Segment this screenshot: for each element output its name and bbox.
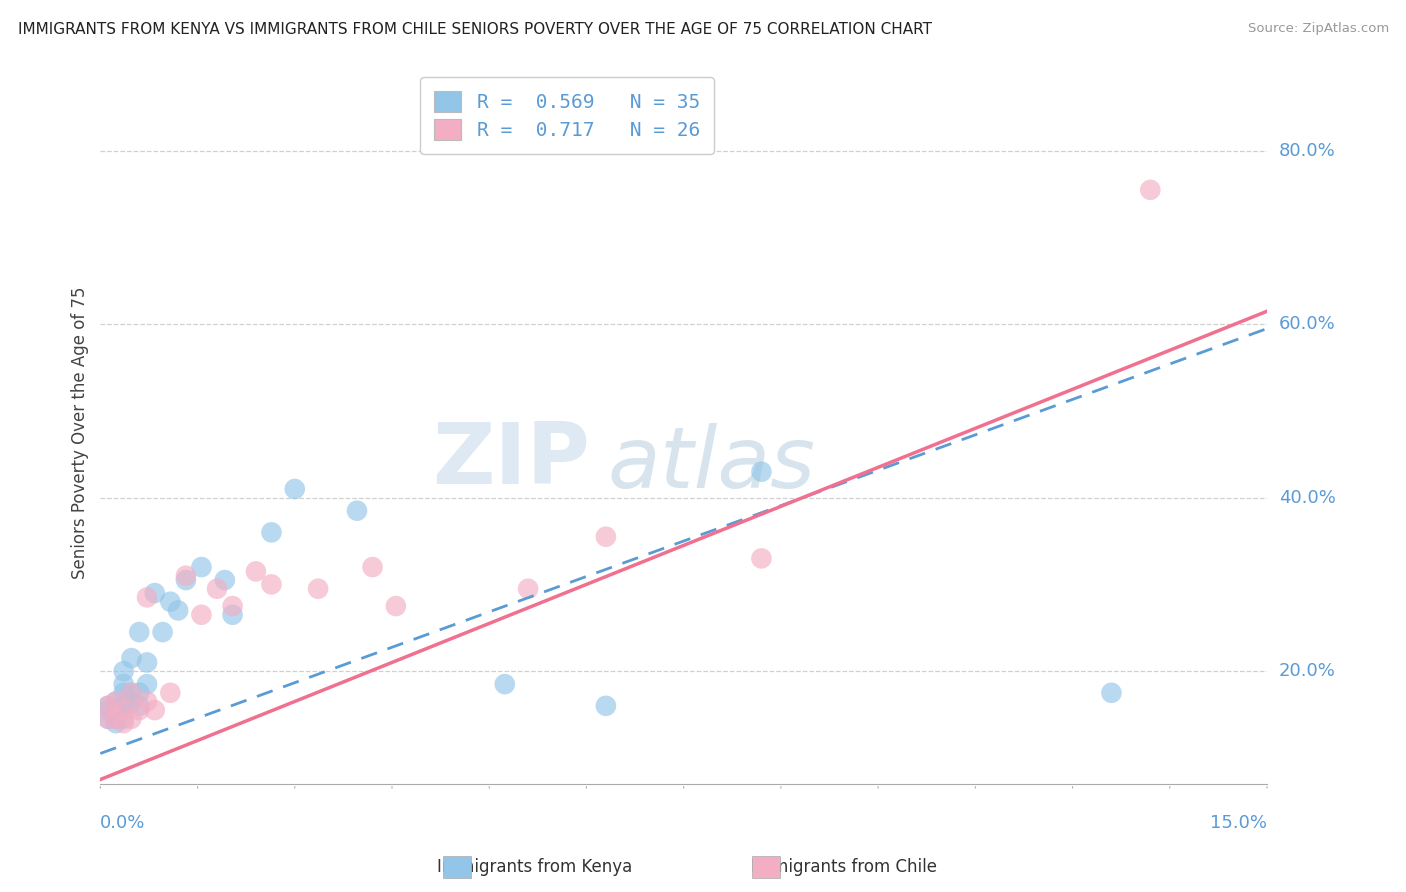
Point [307, 582, 329, 596]
Point [112, 703, 135, 717]
Text: 40.0%: 40.0% [1278, 489, 1336, 507]
Point [128, 625, 150, 640]
Point [97, 703, 120, 717]
Point [143, 703, 166, 717]
Text: 60.0%: 60.0% [1278, 315, 1336, 334]
Text: Source: ZipAtlas.com: Source: ZipAtlas.com [1249, 22, 1389, 36]
Point [121, 694, 143, 708]
Point [517, 582, 540, 596]
Point [128, 686, 150, 700]
Point [136, 656, 159, 670]
Point [167, 603, 190, 617]
Point [190, 607, 212, 622]
Point [112, 686, 135, 700]
Point [121, 712, 143, 726]
Point [260, 577, 283, 591]
Point [245, 565, 267, 579]
Point [121, 686, 143, 700]
Point [159, 595, 181, 609]
Point [112, 677, 135, 691]
Point [205, 582, 228, 596]
Point [595, 698, 617, 713]
Point [97, 712, 120, 726]
Text: Immigrants from Chile: Immigrants from Chile [751, 858, 936, 876]
Point [221, 599, 243, 613]
Point [104, 712, 127, 726]
Text: 20.0%: 20.0% [1278, 662, 1336, 680]
Text: ZIP: ZIP [433, 419, 591, 502]
Point [385, 599, 408, 613]
Text: 15.0%: 15.0% [1211, 814, 1267, 832]
Y-axis label: Seniors Poverty Over the Age of 75: Seniors Poverty Over the Age of 75 [72, 286, 89, 579]
Point [260, 525, 283, 540]
Point [112, 716, 135, 731]
Point [1139, 183, 1161, 197]
Point [284, 482, 307, 496]
Point [174, 573, 197, 587]
Point [104, 716, 127, 731]
Point [97, 698, 120, 713]
Point [595, 530, 617, 544]
Point [121, 651, 143, 665]
Point [121, 686, 143, 700]
Point [751, 465, 773, 479]
Point [112, 664, 135, 678]
Point [128, 698, 150, 713]
Point [221, 607, 243, 622]
Point [112, 698, 135, 713]
Point [136, 677, 159, 691]
Text: atlas: atlas [607, 423, 815, 506]
Point [361, 560, 384, 574]
Point [104, 703, 127, 717]
Point [136, 591, 159, 605]
Point [190, 560, 212, 574]
Point [1099, 686, 1122, 700]
Point [494, 677, 516, 691]
Legend: R =  0.569   N = 35, R =  0.717   N = 26: R = 0.569 N = 35, R = 0.717 N = 26 [420, 77, 714, 153]
Point [174, 568, 197, 582]
Point [97, 712, 120, 726]
Point [104, 712, 127, 726]
Point [128, 703, 150, 717]
Point [104, 694, 127, 708]
Point [104, 694, 127, 708]
Point [136, 694, 159, 708]
Point [97, 698, 120, 713]
Point [112, 712, 135, 726]
Point [346, 504, 368, 518]
Text: IMMIGRANTS FROM KENYA VS IMMIGRANTS FROM CHILE SENIORS POVERTY OVER THE AGE OF 7: IMMIGRANTS FROM KENYA VS IMMIGRANTS FROM… [18, 22, 932, 37]
Text: 0.0%: 0.0% [100, 814, 146, 832]
Point [152, 625, 174, 640]
Text: Immigrants from Kenya: Immigrants from Kenya [437, 858, 631, 876]
Point [143, 586, 166, 600]
Point [214, 573, 236, 587]
Text: 80.0%: 80.0% [1278, 142, 1336, 160]
Point [751, 551, 773, 566]
Point [159, 686, 181, 700]
